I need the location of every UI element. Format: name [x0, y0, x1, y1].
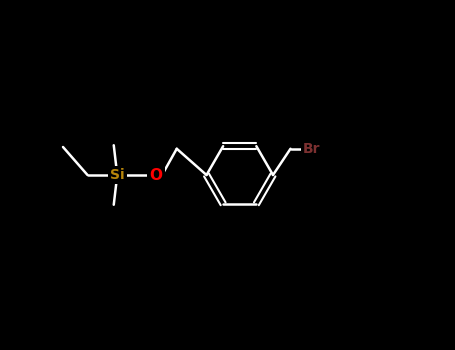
Text: Br: Br: [303, 142, 320, 156]
Text: Si: Si: [110, 168, 125, 182]
Text: O: O: [149, 168, 162, 182]
